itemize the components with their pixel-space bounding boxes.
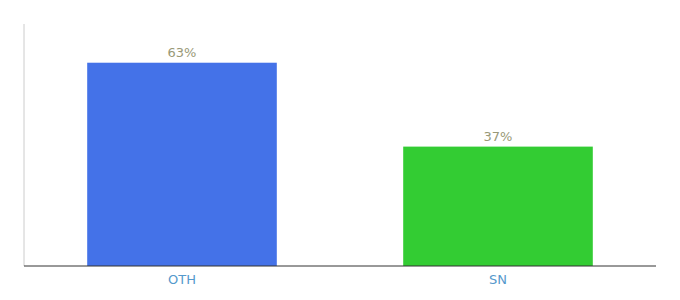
y-axis-line (24, 24, 25, 266)
data-label: 63% (168, 45, 197, 60)
bar (87, 63, 277, 266)
bars (87, 63, 593, 266)
bar (403, 147, 593, 266)
x-axis-line (24, 266, 656, 267)
chart: OTH SN 63% 37% (0, 0, 680, 300)
chart-container: OTH SN 63% 37% (0, 0, 680, 300)
page: {"chart_data": {"type": "bar", "categori… (0, 0, 680, 300)
x-tick-label: OTH (168, 272, 196, 287)
data-label: 37% (484, 129, 513, 144)
x-tick-label: SN (489, 272, 507, 287)
